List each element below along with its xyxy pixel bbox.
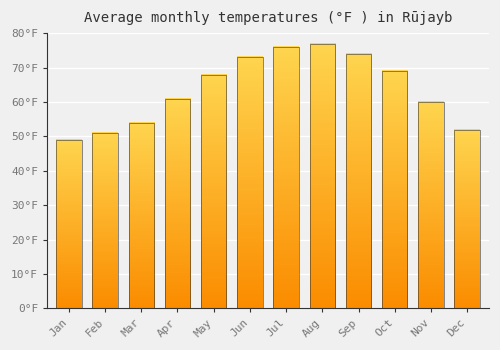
Bar: [237, 57, 262, 308]
Bar: [346, 54, 371, 308]
Bar: [165, 99, 190, 308]
Bar: [454, 130, 480, 308]
Bar: [92, 133, 118, 308]
Bar: [382, 71, 407, 308]
Bar: [418, 102, 444, 308]
Bar: [128, 123, 154, 308]
Bar: [201, 75, 226, 308]
Bar: [274, 47, 299, 308]
Bar: [310, 43, 335, 308]
Bar: [56, 140, 82, 308]
Title: Average monthly temperatures (°F ) in Rūjayb: Average monthly temperatures (°F ) in Rū…: [84, 11, 452, 25]
